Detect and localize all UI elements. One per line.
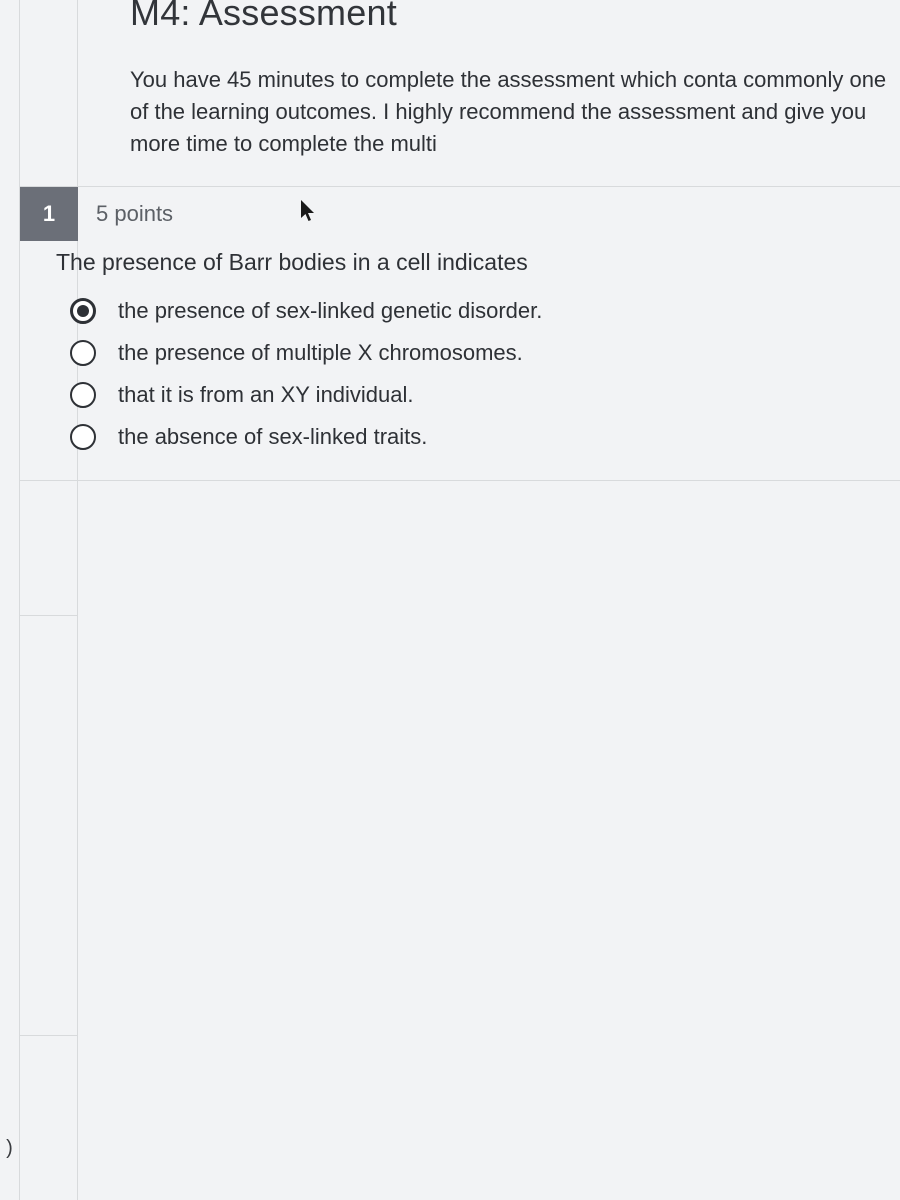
left-rail: )	[0, 0, 20, 1200]
main-content: M4: Assessment You have 45 minutes to co…	[78, 0, 900, 1200]
option-row[interactable]: the presence of multiple X chromosomes.	[56, 332, 880, 374]
option-row[interactable]: that it is from an XY individual.	[56, 374, 880, 416]
empty-space	[78, 481, 900, 1051]
option-label: the absence of sex-linked traits.	[118, 424, 427, 450]
left-rail-char: )	[6, 1137, 13, 1160]
radio-button[interactable]	[70, 298, 96, 324]
question-stem: The presence of Barr bodies in a cell in…	[56, 249, 880, 276]
question-body: The presence of Barr bodies in a cell in…	[20, 241, 900, 480]
question-header: 1 5 points	[20, 187, 900, 241]
option-row[interactable]: the presence of sex-linked genetic disor…	[56, 290, 880, 332]
option-label: that it is from an XY individual.	[118, 382, 414, 408]
option-label: the presence of multiple X chromosomes.	[118, 340, 523, 366]
side-cell	[20, 1036, 77, 1200]
side-cell	[20, 616, 77, 1036]
radio-button[interactable]	[70, 424, 96, 450]
instructions-text: You have 45 minutes to complete the asse…	[78, 50, 900, 186]
side-grid	[20, 0, 78, 1200]
question-block: 1 5 points The presence of Barr bodies i…	[20, 186, 900, 481]
page-title: M4: Assessment	[78, 0, 900, 50]
radio-button[interactable]	[70, 340, 96, 366]
option-row[interactable]: the absence of sex-linked traits.	[56, 416, 880, 458]
question-points: 5 points	[78, 187, 191, 241]
option-label: the presence of sex-linked genetic disor…	[118, 298, 542, 324]
cursor-icon	[301, 200, 317, 228]
radio-button[interactable]	[70, 382, 96, 408]
question-number[interactable]: 1	[20, 187, 78, 241]
page-wrap: ) M4: Assessment You have 45 minutes to …	[0, 0, 900, 1200]
